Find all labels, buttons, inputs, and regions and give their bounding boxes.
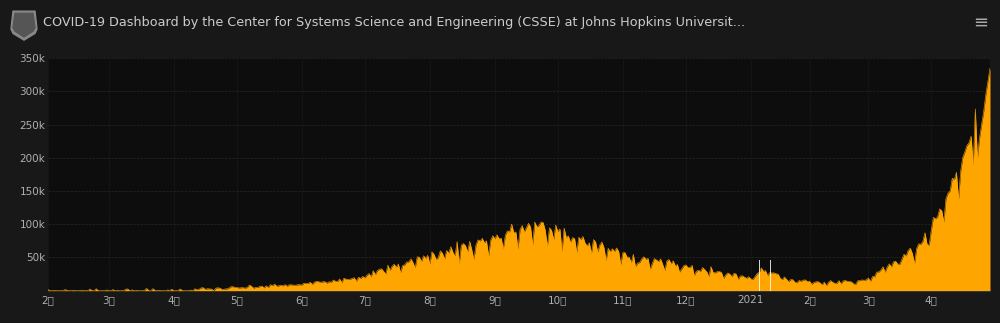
Text: ≡: ≡ <box>973 13 988 31</box>
Polygon shape <box>11 11 37 40</box>
Text: COVID-19 Dashboard by the Center for Systems Science and Engineering (CSSE) at J: COVID-19 Dashboard by the Center for Sys… <box>43 16 745 29</box>
Polygon shape <box>13 13 35 37</box>
